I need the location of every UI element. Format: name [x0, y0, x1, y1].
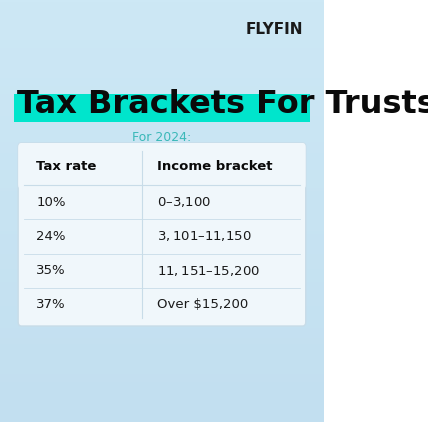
- Text: 24%: 24%: [36, 230, 66, 243]
- Text: Income bracket: Income bracket: [158, 160, 273, 173]
- Text: 10%: 10%: [36, 196, 66, 208]
- Bar: [14, 94, 310, 122]
- Text: $3,101 – $11,150: $3,101 – $11,150: [158, 230, 252, 243]
- Text: $0 – $3,100: $0 – $3,100: [158, 195, 211, 209]
- Text: For 2024:: For 2024:: [132, 131, 192, 144]
- FancyBboxPatch shape: [18, 143, 306, 189]
- Text: FLYFIN: FLYFIN: [245, 22, 303, 37]
- Text: Over $15,200: Over $15,200: [158, 298, 249, 311]
- Text: Tax Brackets For Trusts: Tax Brackets For Trusts: [17, 89, 428, 119]
- Text: Tax rate: Tax rate: [36, 160, 97, 173]
- FancyBboxPatch shape: [18, 143, 306, 326]
- Text: $11,151 – $15,200: $11,151 – $15,200: [158, 264, 260, 278]
- Text: 37%: 37%: [36, 298, 66, 311]
- Text: 35%: 35%: [36, 264, 66, 277]
